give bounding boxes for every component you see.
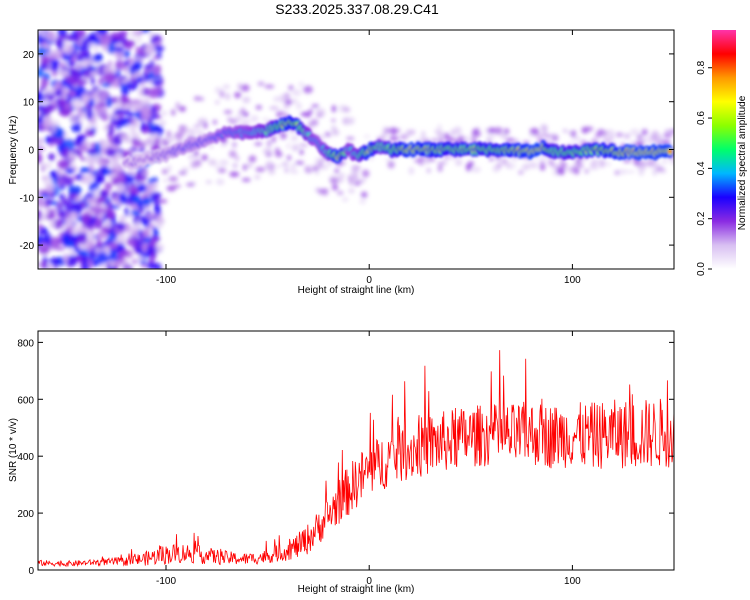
y-tick-label: 600 [17, 395, 34, 406]
colorbar-tick-label: 0.0 [696, 262, 707, 276]
snr-plot-area [38, 331, 674, 570]
y-tick-label: 200 [17, 509, 34, 520]
colorbar-tick-label: 0.6 [696, 111, 707, 125]
y-tick-label: 20 [23, 50, 35, 61]
colorbar-ticks: 0.0 0.2 0.4 0.6 0.8 [696, 60, 712, 276]
y-tick-label: 400 [17, 452, 34, 463]
y-tick-label: 0 [28, 146, 34, 157]
spectrogram-image [38, 30, 674, 269]
x-tick-label: -100 [156, 576, 176, 587]
x-tick-label: 100 [564, 576, 581, 587]
snr-panel: -100 0 100 0 200 400 600 800 Height of straight… [8, 330, 675, 595]
spectrogram-ridge [121, 115, 674, 171]
x-tick-label: 0 [366, 275, 372, 286]
y-tick-label: 800 [17, 338, 34, 349]
y-tick-label: 10 [23, 98, 35, 109]
spectrogram-ylabel: Frequency (Hz) [8, 116, 19, 185]
colorbar: 0.0 0.2 0.4 0.6 0.8 Normalized spectral ampl… [696, 30, 748, 276]
colorbar-gradient [712, 30, 736, 269]
x-tick-label: -100 [156, 275, 176, 286]
snr-series-line [38, 350, 674, 568]
colorbar-tick-label: 0.4 [696, 161, 707, 175]
colorbar-label: Normalized spectral amplitude [737, 95, 748, 230]
x-tick-label: 0 [366, 576, 372, 587]
y-tick-label: -10 [20, 193, 35, 204]
figure-title: S233.2025.337.08.29.C41 [275, 1, 439, 17]
x-tick-label: 100 [564, 275, 581, 286]
spectrogram-xlabel: Height of straight line (km) [298, 285, 415, 296]
snr-ylabel: SNR (10 * v/v) [8, 418, 19, 482]
colorbar-tick-label: 0.2 [696, 211, 707, 225]
snr-axes: -100 0 100 0 200 400 600 800 [17, 331, 674, 587]
y-tick-label: 0 [28, 566, 34, 577]
colorbar-tick-label: 0.8 [696, 60, 707, 74]
snr-frame [37, 330, 675, 571]
snr-xlabel: Height of straight line (km) [298, 584, 415, 595]
y-tick-label: -20 [20, 241, 35, 252]
